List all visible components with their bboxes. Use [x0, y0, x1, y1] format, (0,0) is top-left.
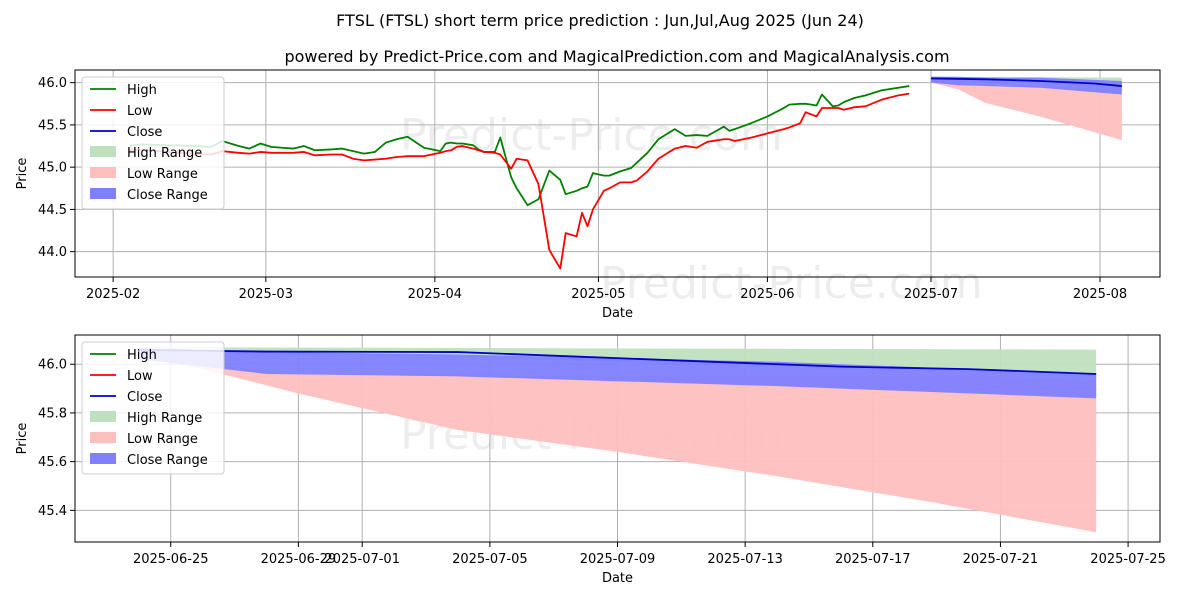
low-range-band: [138, 354, 1097, 533]
x-tick-label: 2025-05: [571, 287, 625, 302]
close-range-band: [138, 349, 1097, 399]
chart-title: FTSL (FTSL) short term price prediction …: [336, 11, 864, 30]
legend-label-close: Close: [127, 390, 162, 405]
x-tick-label: 2025-03: [239, 287, 293, 302]
legend-label-close-range: Close Range: [127, 453, 208, 468]
x-tick-label: 2025-07-13: [707, 552, 783, 567]
x-tick-label: 2025-07-25: [1090, 552, 1166, 567]
legend-swatch-high-range: [90, 146, 116, 157]
legend-box: [81, 76, 225, 210]
y-tick-label: 45.0: [38, 161, 67, 176]
low-line: [129, 92, 910, 270]
y-tick-label: 46.0: [38, 358, 67, 373]
legend: High Low Close High Range Low Range Close Ran…: [81, 76, 225, 210]
legend-label-high: High: [127, 83, 157, 98]
legend-label-close: Close: [127, 125, 162, 140]
top-panel: Predict-Price.comPredict-Price.com2025-0…: [15, 69, 1161, 321]
legend-swatch-low-range: [90, 167, 116, 178]
x-tick-label: 2025-07-05: [452, 552, 528, 567]
low-range-band: [931, 80, 1122, 141]
legend-label-low-range: Low Range: [127, 432, 198, 447]
x-tick-label: 2025-04: [408, 287, 462, 302]
chart-subtitle: powered by Predict-Price.com and Magical…: [284, 47, 949, 66]
legend-label-high-range: High Range: [127, 146, 202, 161]
y-tick-label: 45.8: [38, 406, 67, 421]
y-tick-label: 45.6: [38, 455, 67, 470]
legend-label-low-range: Low Range: [127, 167, 198, 182]
y-tick-label: 45.5: [38, 118, 67, 133]
legend-label-high-range: High Range: [127, 411, 202, 426]
legend-label-low: Low: [127, 369, 153, 384]
x-tick-label: 2025-07-09: [580, 552, 656, 567]
y-tick-label: 45.4: [38, 504, 67, 519]
high-line: [129, 85, 910, 207]
x-axis-label: Date: [602, 306, 633, 321]
y-tick-label: 44.0: [38, 245, 67, 260]
y-tick-label: 46.0: [38, 76, 67, 91]
x-axis-label: Date: [602, 571, 633, 586]
bottom-panel: Predict-Price.com2025-06-252025-06-29202…: [15, 334, 1166, 586]
x-tick-label: 2025-06: [740, 287, 794, 302]
y-axis-label: Price: [15, 423, 30, 455]
x-tick-label: 2025-08: [1073, 287, 1127, 302]
x-tick-label: 2025-06-29: [261, 552, 337, 567]
x-tick-label: 2025-07: [904, 287, 958, 302]
watermark: Predict-Price.com: [600, 258, 983, 309]
y-tick-label: 44.5: [38, 203, 67, 218]
legend-label-high: High: [127, 348, 157, 363]
legend-swatch-close-range: [90, 188, 116, 199]
x-tick-label: 2025-07-17: [835, 552, 911, 567]
watermark: Predict-Price.com: [400, 110, 783, 161]
x-tick-label: 2025-06-25: [133, 552, 209, 567]
legend-label-low: Low: [127, 104, 153, 119]
legend: High Low Close High Range Low Range Close Ran…: [81, 341, 225, 475]
x-tick-label: 2025-07-21: [963, 552, 1039, 567]
legend-box: [81, 341, 225, 475]
x-tick-label: 2025-02: [86, 287, 140, 302]
legend-label-close-range: Close Range: [127, 188, 208, 203]
close-line: [930, 77, 1122, 87]
x-tick-label: 2025-07-01: [324, 552, 400, 567]
legend-swatch-close-range: [90, 453, 116, 464]
axes-frame: [74, 334, 1161, 543]
legend-swatch-low-range: [90, 432, 116, 443]
axes-frame: [74, 69, 1161, 278]
close-range-band: [931, 76, 1122, 95]
legend-swatch-high-range: [90, 411, 116, 422]
y-axis-label: Price: [15, 158, 30, 190]
